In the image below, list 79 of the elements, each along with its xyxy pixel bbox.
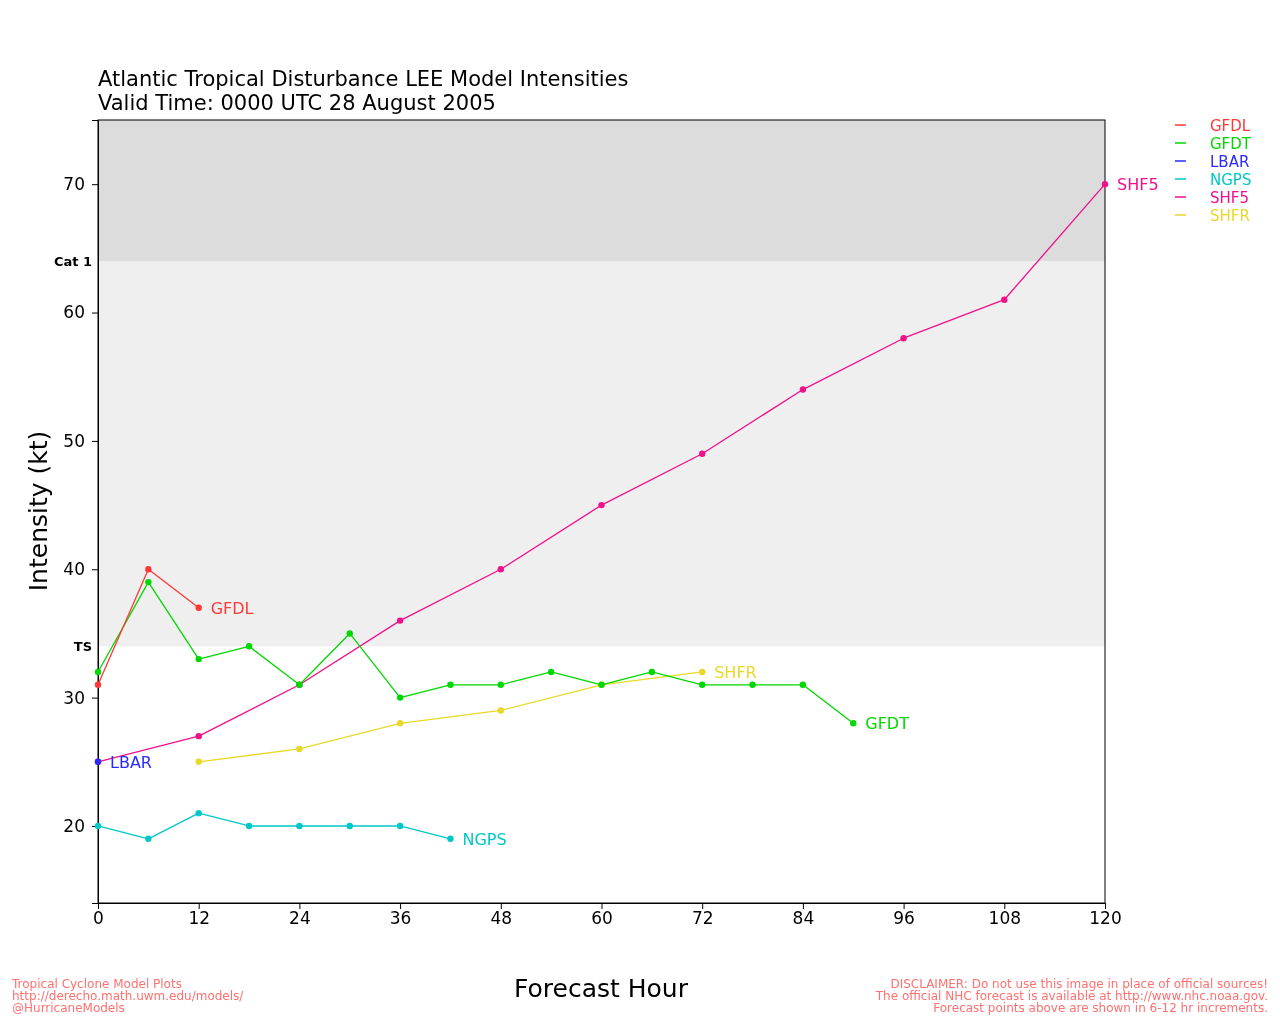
text: SHF5	[1117, 175, 1159, 195]
text: Tropical Cyclone Model Plots	[11, 977, 182, 991]
point	[346, 822, 353, 830]
x-tick-label: 0	[93, 908, 104, 929]
text: http://derecho.math.uwm.edu/models/	[12, 989, 245, 1003]
point	[497, 566, 504, 573]
text: @HurricaneModels	[12, 1001, 125, 1015]
y-tick-label: 30	[63, 687, 85, 708]
text: The official NHC forecast is available at http://www.nhc.noaa.gov.	[874, 989, 1268, 1003]
x-axis-title: Forecast Hour	[514, 974, 689, 1003]
y-tick-label: 60	[63, 302, 85, 323]
text: GFDL	[210, 598, 254, 618]
x-tick-label: 60	[591, 908, 613, 929]
x-tick-label: 24	[289, 908, 311, 929]
point	[396, 822, 404, 830]
chart-subtitle: Valid Time: 0000 UTC 28 August 2005	[98, 91, 496, 115]
point	[699, 668, 706, 676]
legend-label: GFDL	[1210, 117, 1251, 135]
x-tick-label: 120	[1089, 908, 1122, 929]
x-tick-label: 96	[893, 908, 915, 929]
point	[598, 501, 605, 509]
x-tick-label: 48	[490, 908, 513, 929]
point	[195, 732, 202, 740]
text: SHFR	[714, 662, 757, 682]
point	[447, 835, 454, 843]
x-tick-label: 72	[691, 908, 714, 929]
point	[346, 630, 353, 637]
y-tick-label: 50	[63, 430, 85, 451]
point	[245, 822, 253, 830]
point	[699, 450, 706, 457]
point	[195, 758, 202, 765]
legend-label: SHF5	[1210, 189, 1249, 207]
x-tick-label: 36	[389, 908, 412, 929]
point	[396, 694, 404, 701]
point	[94, 668, 102, 676]
point	[1101, 180, 1109, 188]
point	[648, 668, 656, 676]
point	[145, 578, 152, 586]
point	[245, 643, 253, 650]
x-tick-label: 12	[188, 908, 211, 929]
point	[1001, 296, 1008, 303]
text: NGPS	[462, 829, 507, 849]
point	[850, 720, 857, 727]
point	[799, 681, 807, 688]
point	[547, 668, 555, 676]
y-tick-label: 70	[63, 174, 85, 195]
band-label: Cat 1	[53, 254, 92, 270]
point	[145, 566, 152, 573]
y-tick-label: 20	[63, 815, 85, 836]
point	[195, 655, 202, 663]
point	[296, 745, 303, 753]
point	[497, 681, 504, 688]
band-label: TS	[73, 639, 92, 655]
point	[94, 681, 102, 688]
y-axis-title: Intensity (kt)	[24, 430, 53, 592]
legend-label: GFDT	[1210, 135, 1252, 153]
legend-label: SHFR	[1210, 207, 1250, 225]
legend-label: NGPS	[1210, 171, 1252, 189]
point	[195, 809, 202, 817]
point	[296, 822, 303, 830]
point	[195, 604, 202, 611]
point	[145, 835, 152, 843]
x-tick-label: 108	[988, 908, 1022, 929]
point	[497, 707, 504, 714]
x-tick-label: 84	[792, 908, 815, 929]
text: GFDT	[865, 714, 909, 734]
point	[900, 335, 907, 342]
point	[396, 617, 404, 624]
chart-title: Atlantic Tropical Disturbance LEE Model Intensities	[98, 67, 629, 91]
point	[749, 681, 756, 688]
legend-label: LBAR	[1210, 153, 1250, 171]
text: DISCLAIMER: Do not use this image in place of official sources!	[890, 977, 1268, 991]
point	[447, 681, 454, 688]
point	[799, 386, 807, 393]
point	[94, 822, 102, 830]
y-tick-label: 40	[63, 559, 85, 580]
text: LBAR	[110, 752, 152, 772]
point	[699, 681, 706, 688]
point	[396, 720, 404, 727]
